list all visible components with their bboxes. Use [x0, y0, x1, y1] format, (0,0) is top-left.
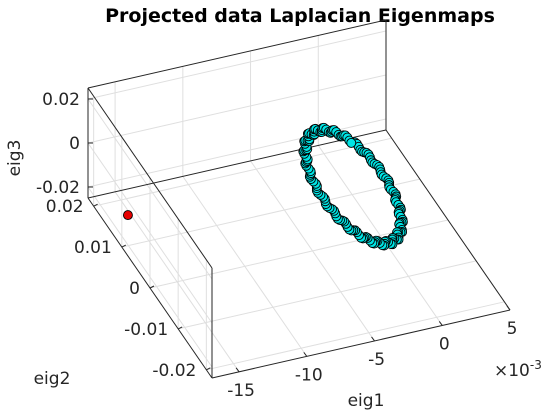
y-tick-label: -0.01: [124, 320, 168, 340]
grid-line-z-backwall: [87, 74, 387, 144]
z-tick-label: 0: [69, 134, 80, 154]
grid-line-z-sidewall: [87, 186, 213, 368]
x-tick-label: 5: [507, 319, 518, 339]
grid-line-y-floor: [178, 260, 477, 330]
y-tick-label: 0.01: [74, 238, 112, 258]
x-exponent-power: -3: [530, 358, 542, 372]
grid-line-y-floor: [121, 178, 420, 248]
outlier-data-point: [122, 210, 133, 221]
x-tick-label: -15: [227, 381, 255, 401]
axes-edge: [87, 129, 387, 199]
grid-line-z-sidewall: [87, 142, 213, 324]
x-tick-label: -10: [295, 365, 323, 385]
data-points: [122, 122, 408, 251]
grid-line-z-sidewall: [87, 98, 213, 280]
axes-edge: [385, 129, 511, 311]
x-exponent: ×10-3: [494, 358, 542, 381]
y-tick-mark: [121, 244, 127, 248]
y-axis-label: eig2: [34, 369, 71, 389]
z-axis-label: eig3: [5, 140, 25, 177]
y-tick-label: -0.02: [152, 361, 196, 381]
grid-line-z-backwall: [87, 30, 387, 100]
axes-edge: [211, 309, 511, 379]
grid-line-y-floor: [206, 301, 505, 371]
x-tick-mark: [438, 321, 443, 326]
y-tick-label: 0: [129, 279, 140, 299]
chart-title: Projected data Laplacian Eigenmaps: [105, 5, 495, 27]
x-tick-mark: [303, 352, 308, 357]
y-tick-mark: [149, 285, 155, 289]
axes-edge: [87, 87, 213, 269]
z-tick-label: 0.02: [42, 90, 80, 110]
x-axis-label: eig1: [348, 391, 385, 411]
x-tick-mark: [235, 367, 240, 373]
x-exponent-base: ×10: [494, 361, 530, 381]
y-tick-mark: [93, 203, 98, 207]
y-tick-mark: [206, 367, 211, 371]
axes-edge: [87, 19, 387, 89]
x-tick-mark: [371, 336, 375, 342]
x-tick-label: 0: [439, 334, 450, 354]
ring-data-point: [346, 137, 357, 148]
z-tick-label: -0.02: [36, 178, 80, 198]
axes-box: [87, 19, 511, 379]
grid-line-y-floor: [93, 137, 392, 207]
x-tick-label: -5: [368, 350, 385, 370]
y-tick-mark: [177, 326, 183, 330]
x-tick-mark: [506, 305, 511, 311]
y-tick-label: 0.02: [46, 197, 84, 217]
